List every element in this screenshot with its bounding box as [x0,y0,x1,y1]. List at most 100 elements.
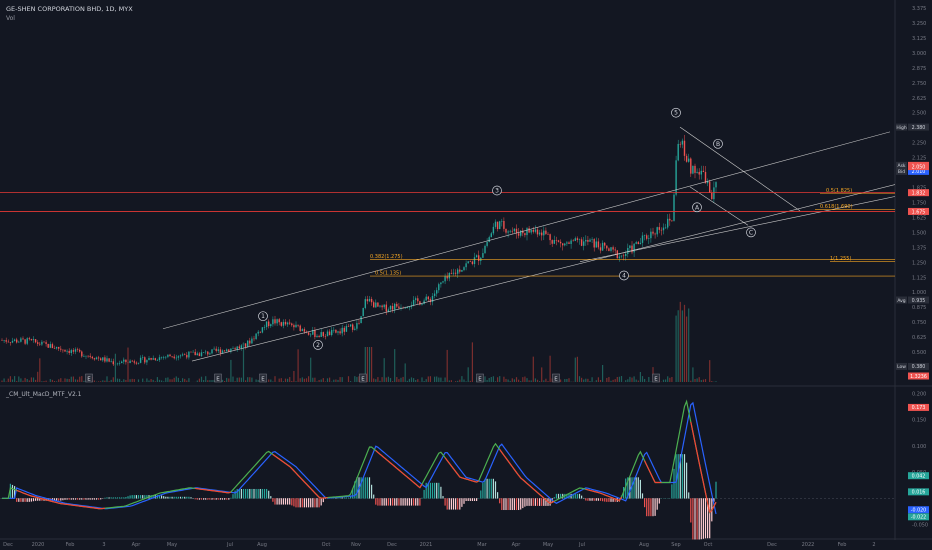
candle-body [324,336,327,337]
volume-bar [484,376,486,382]
candle-body [7,341,9,343]
candle-body [387,309,390,312]
price-marker-value: 0.935 [912,298,926,304]
macd-histogram-bar [266,488,268,499]
macd-histogram-bar [704,498,707,539]
volume-bar [522,377,524,382]
macd-histogram-bar [127,496,129,499]
candle-body [660,229,663,231]
fib-level-label: 0.618(1.690) [820,204,853,210]
candle-body [74,349,77,352]
candle-body [139,357,142,363]
volume-bar [74,379,77,382]
volume-bar [406,380,408,382]
candle-body [192,351,194,353]
volume-bar [284,378,287,382]
candle-body [167,354,169,357]
volume-bar [637,380,639,382]
macd-histogram-bar [438,482,440,499]
candle-body [522,230,524,234]
time-tick-label: Dec [3,542,13,548]
macd-histogram-bar [497,492,499,499]
volume-bar [494,381,497,382]
earnings-marker [85,373,93,383]
macd-histogram-bar [522,498,524,509]
macd-histogram-bar [671,484,673,499]
candle-body [417,298,419,302]
volume-bar [211,380,213,382]
macd-histogram-bar [593,498,595,501]
macd-histogram-bar [146,495,148,499]
candle-body [171,356,173,357]
candle-body [559,241,562,244]
macd-histogram-bar [360,477,362,499]
volume-bar [102,380,104,382]
candle-body [152,358,154,360]
macd-histogram-bar [142,495,144,499]
channel-lower [579,196,896,263]
macd-histogram-bar [541,498,543,506]
candle-body [646,235,648,239]
volume-bar [368,347,371,382]
volume-bar [234,381,236,382]
candle-body [358,323,360,324]
candle-body [186,354,188,358]
macd-histogram-bar [610,498,612,502]
volume-bar [505,378,507,382]
earnings-marker [214,373,222,383]
macd-histogram-bar [627,477,629,499]
macd-histogram-bar [89,498,91,500]
macd-histogram-bar [371,484,373,499]
macd-histogram-bar [173,496,175,499]
macd-histogram-bar [106,497,108,499]
macd-histogram-bar [182,496,184,499]
volume-bar [26,379,28,382]
volume-bar [43,381,45,382]
macd-histogram-bar [629,477,631,499]
macd-histogram-bar [20,498,22,502]
time-tick-label: Aug [257,542,267,548]
volume-bar [11,379,14,382]
fib-level-label: 0.5(1.825) [826,188,852,194]
candle-body [551,240,553,244]
candle-body [702,170,705,172]
candle-body [158,357,161,360]
volume-bar [648,377,650,382]
candle-body [444,276,446,282]
volume-bar [171,379,173,382]
candle-body [431,295,434,303]
volume-bar [461,376,463,382]
candle-body [461,270,463,272]
candle-body [608,248,610,251]
macd-histogram-bar [572,493,574,499]
macd-histogram-bar [490,478,492,499]
macd-histogram-bar [518,498,520,511]
volume-bar [20,378,22,382]
macd-histogram-bar [381,498,383,506]
volume-bar [247,377,249,382]
candle-body [62,349,64,351]
volume-bar [24,377,26,382]
volume-bar [698,377,700,382]
volume-bar [142,378,144,382]
volume-bar [568,378,570,382]
macd-histogram-bar [683,454,686,499]
candle-body [597,241,600,248]
candle-body [688,158,690,162]
macd-histogram-bar [646,498,648,517]
macd-histogram-bar [41,498,43,501]
macd-histogram-bar [276,498,278,505]
time-tick-label: 3 [102,542,105,548]
macd-histogram-bar [53,498,56,501]
macd-histogram-bar [98,498,100,500]
volume-bar [392,381,394,382]
volume-bar [669,377,671,382]
volume-bar [671,377,673,382]
candle-body [356,323,358,329]
macd-histogram-bar [345,497,347,499]
candle-body [142,357,144,358]
volume-bar [595,380,597,382]
volume-bar [1,380,3,382]
candle-body [177,356,180,358]
